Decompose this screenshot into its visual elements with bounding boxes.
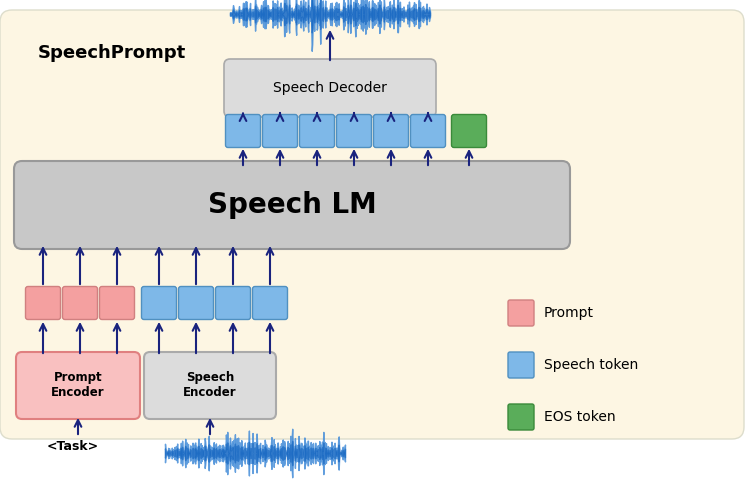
FancyBboxPatch shape	[299, 114, 334, 148]
FancyBboxPatch shape	[374, 114, 409, 148]
FancyBboxPatch shape	[225, 114, 260, 148]
FancyBboxPatch shape	[25, 286, 60, 319]
FancyBboxPatch shape	[508, 300, 534, 326]
Text: Speech LM: Speech LM	[207, 191, 377, 219]
FancyBboxPatch shape	[14, 161, 570, 249]
Text: SpeechPrompt: SpeechPrompt	[38, 44, 186, 62]
FancyBboxPatch shape	[508, 352, 534, 378]
FancyBboxPatch shape	[63, 286, 98, 319]
FancyBboxPatch shape	[410, 114, 445, 148]
FancyBboxPatch shape	[263, 114, 298, 148]
FancyBboxPatch shape	[178, 286, 213, 319]
Text: Prompt: Prompt	[544, 306, 594, 320]
FancyBboxPatch shape	[224, 59, 436, 117]
FancyBboxPatch shape	[144, 352, 276, 419]
FancyBboxPatch shape	[0, 10, 744, 439]
Text: Prompt
Encoder: Prompt Encoder	[51, 372, 104, 399]
FancyBboxPatch shape	[216, 286, 251, 319]
FancyBboxPatch shape	[451, 114, 486, 148]
FancyBboxPatch shape	[142, 286, 177, 319]
Text: EOS token: EOS token	[544, 410, 615, 424]
FancyBboxPatch shape	[508, 404, 534, 430]
FancyBboxPatch shape	[99, 286, 134, 319]
Text: Speech
Encoder: Speech Encoder	[184, 372, 236, 399]
FancyBboxPatch shape	[252, 286, 287, 319]
Text: Speech token: Speech token	[544, 358, 639, 372]
FancyBboxPatch shape	[336, 114, 372, 148]
FancyBboxPatch shape	[16, 352, 140, 419]
Text: <Task>: <Task>	[47, 441, 99, 454]
Text: Speech Decoder: Speech Decoder	[273, 81, 387, 95]
